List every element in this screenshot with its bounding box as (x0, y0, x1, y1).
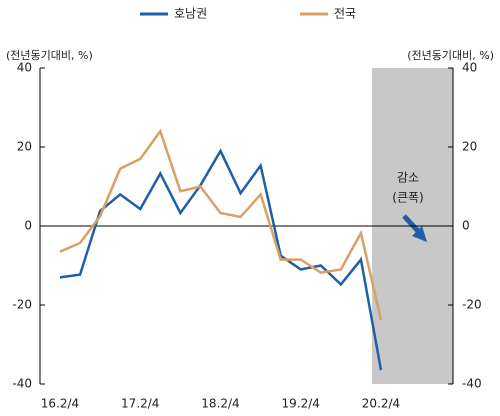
y2-tick-label: -20 (462, 298, 482, 312)
y2-tick-label: 20 (462, 140, 477, 154)
arrow (402, 214, 427, 242)
x-tick-label: 17.2/4 (121, 397, 159, 411)
x-tick-label: 16.2/4 (41, 397, 79, 411)
y-tick-label: -20 (12, 298, 32, 312)
y2-tick-label: 0 (462, 219, 470, 233)
y2-tick-label: -40 (462, 377, 482, 391)
x-tick-label: 18.2/4 (201, 397, 239, 411)
annotation: (큰폭) (392, 191, 423, 205)
annotation: 감소 (397, 171, 419, 185)
legend-label: 전국 (334, 7, 356, 21)
y-tick-label: 20 (17, 140, 32, 154)
y-tick-label: 0 (24, 219, 32, 233)
series-line (59, 128, 383, 321)
series-line (59, 148, 383, 371)
y-tick-label: -40 (12, 377, 32, 391)
x-tick-label: 20.2/4 (362, 397, 400, 411)
x-tick-label: 19.2/4 (282, 397, 320, 411)
y-axis-label: (전년동기대비, %) (6, 49, 93, 62)
legend-label: 호남권 (174, 7, 207, 21)
y2-axis-label: (전년동기대비, %) (407, 49, 494, 62)
y2-tick-label: 40 (462, 61, 477, 75)
y-tick-label: 40 (17, 61, 32, 75)
